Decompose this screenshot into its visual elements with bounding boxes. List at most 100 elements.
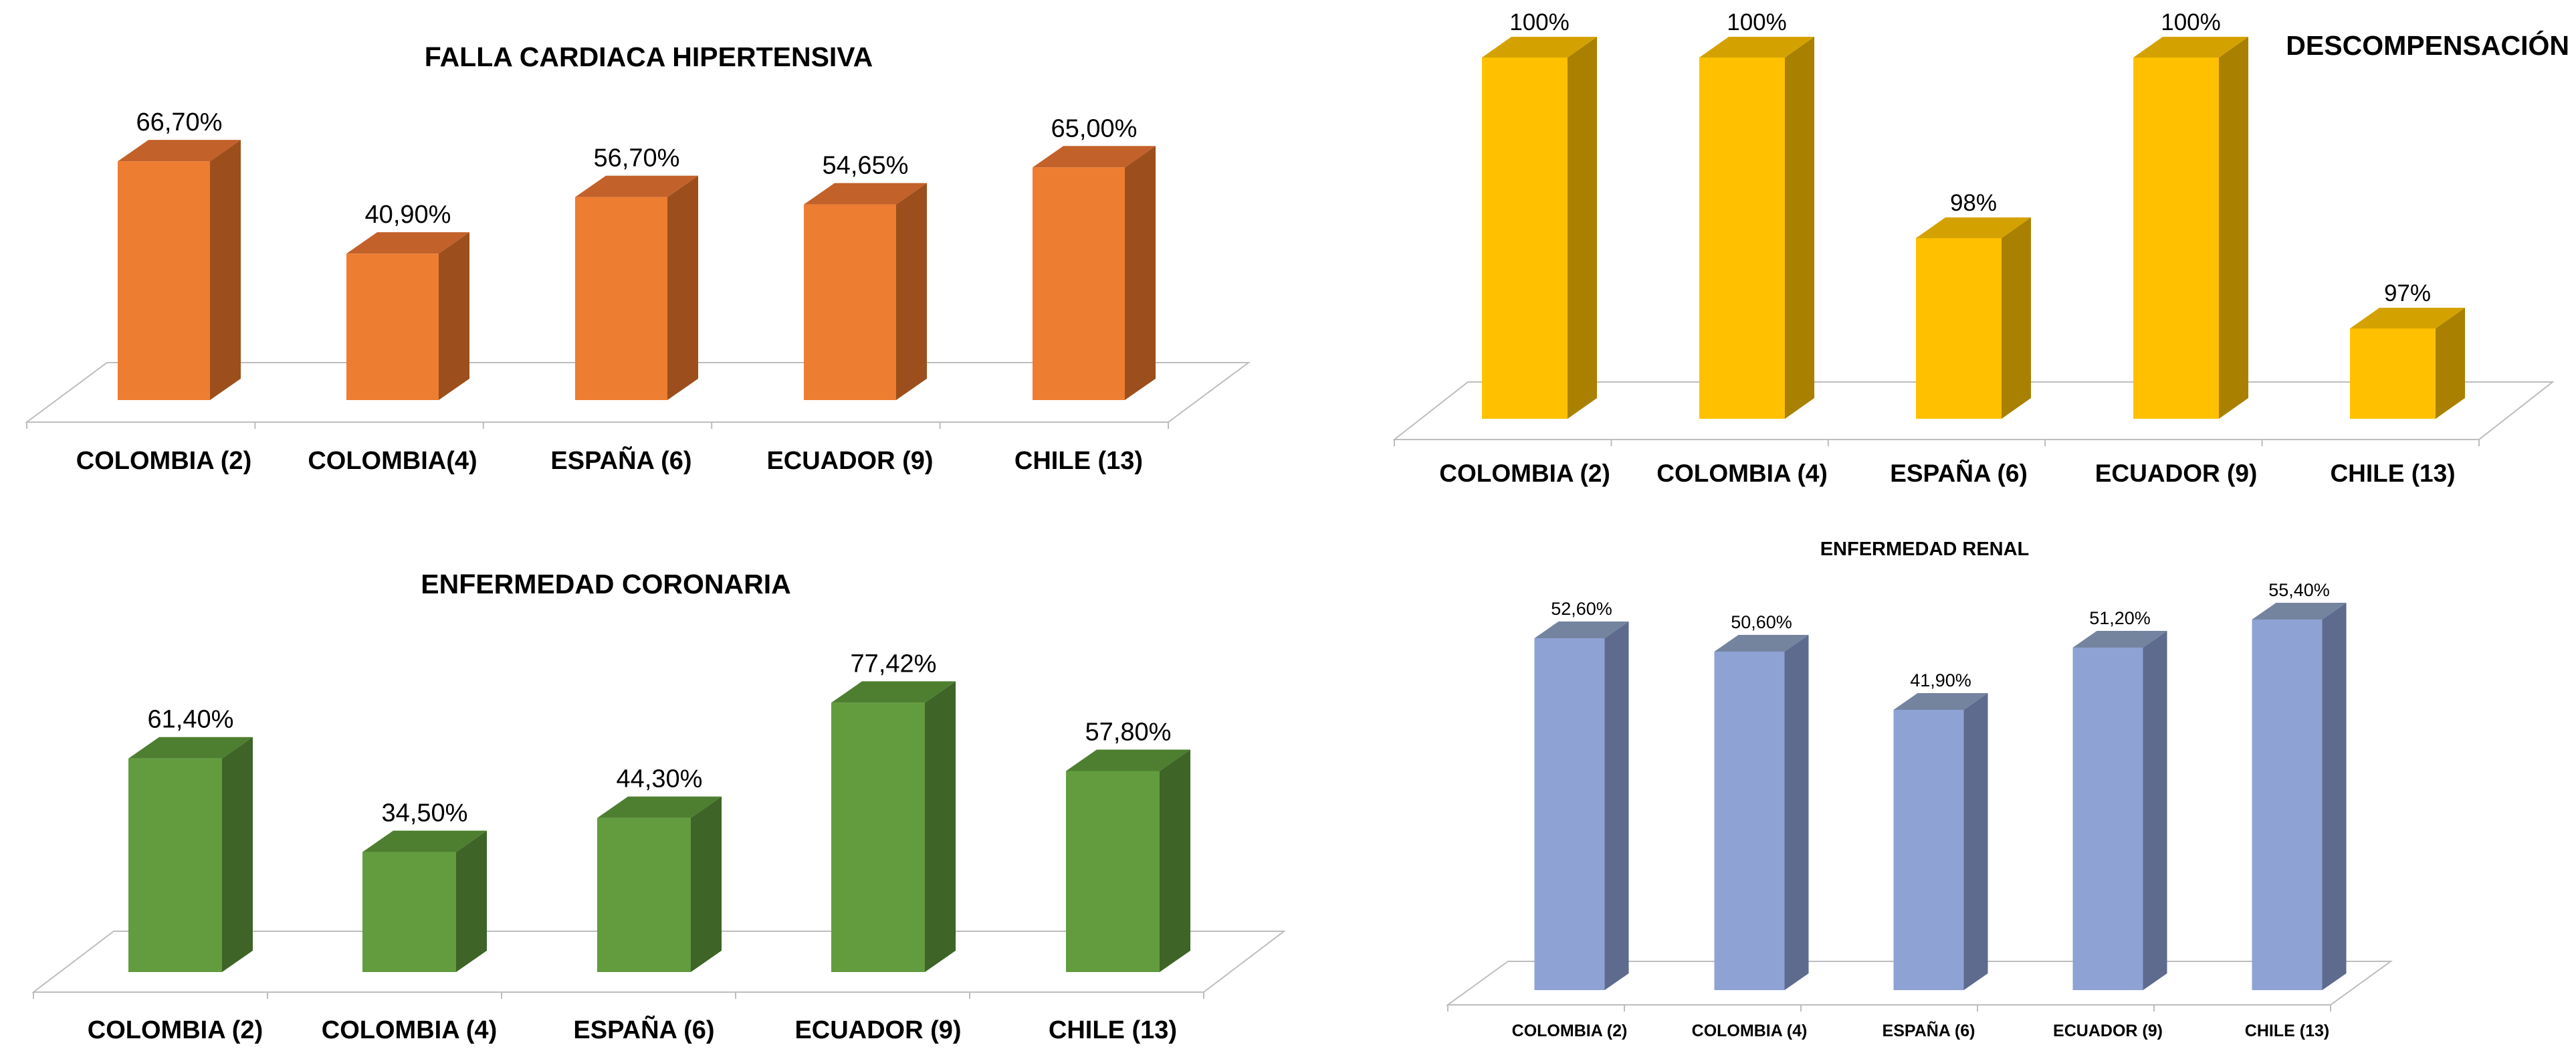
bar-top xyxy=(362,830,487,852)
bar-side xyxy=(1785,37,1814,419)
bar-front xyxy=(597,818,691,972)
data-label: 100% xyxy=(1727,9,1787,35)
data-label: 97% xyxy=(2384,280,2431,306)
bar-front xyxy=(1699,58,1785,419)
bar-top xyxy=(118,140,241,162)
bar-top xyxy=(1066,749,1190,771)
bar xyxy=(2252,603,2347,990)
chart-title: DESCOMPENSACIÓN xyxy=(2286,30,2569,61)
data-label: 55,40% xyxy=(2268,580,2330,600)
data-label: 100% xyxy=(1509,9,1570,35)
bar-front xyxy=(2133,58,2219,419)
bar xyxy=(597,796,722,972)
chart-title: ENFERMEDAD RENAL xyxy=(1820,539,2030,560)
bar-side xyxy=(691,796,722,972)
bar-top xyxy=(1893,693,1988,710)
bar xyxy=(1534,622,1629,990)
bar-front xyxy=(2072,648,2143,990)
bar-front xyxy=(1534,638,1605,990)
bar-front xyxy=(128,758,222,972)
bar-top xyxy=(1699,37,1814,58)
bar-top xyxy=(804,183,927,205)
chart-title: ENFERMEDAD CORONARIA xyxy=(421,569,791,599)
data-label: 66,70% xyxy=(136,108,223,136)
category-label: ESPAÑA (6) xyxy=(1883,1020,1975,1040)
bar-side xyxy=(222,737,253,972)
bar-side xyxy=(1125,146,1156,400)
data-label: 41,90% xyxy=(1910,670,1971,690)
bar-side xyxy=(439,232,469,400)
bar-front xyxy=(1066,771,1160,972)
bar xyxy=(118,140,241,400)
bar-front xyxy=(362,852,456,972)
chart-falla-cardiaca: FALLA CARDIACA HIPERTENSIVA 66,70% COLOMB… xyxy=(24,41,1251,475)
bar-top xyxy=(128,737,253,759)
bar xyxy=(2350,308,2465,419)
bar-top xyxy=(2072,631,2167,648)
data-label: 77,42% xyxy=(851,650,937,678)
bar xyxy=(362,830,487,972)
bar-top xyxy=(1916,217,2031,238)
bar-top xyxy=(1033,146,1156,168)
bar-front xyxy=(346,254,439,400)
category-label: COLOMBIA (2) xyxy=(1439,460,1610,487)
bar-front xyxy=(831,702,925,972)
chart-enfermedad-renal: ENFERMEDAD RENAL 52,60% COLOMBIA (2) 50,60… xyxy=(1445,539,2393,1040)
bar-side xyxy=(2322,603,2347,990)
bar-side xyxy=(896,183,927,400)
category-label: COLOMBIA (2) xyxy=(76,447,251,475)
category-label: ECUADOR (9) xyxy=(794,1016,961,1044)
bar-side xyxy=(1160,749,1190,972)
bar-front xyxy=(118,161,210,400)
data-label: 100% xyxy=(2161,9,2221,35)
bar xyxy=(128,737,253,972)
data-label: 54,65% xyxy=(823,152,909,180)
bar-front xyxy=(804,204,896,400)
bar-side xyxy=(456,830,487,972)
category-label: CHILE (13) xyxy=(1049,1016,1177,1044)
bar-front xyxy=(2252,619,2323,990)
category-label: COLOMBIA (4) xyxy=(322,1016,497,1044)
data-label: 52,60% xyxy=(1551,599,1612,619)
bar xyxy=(1482,37,1597,419)
category-label: ESPAÑA (6) xyxy=(1890,459,2028,487)
data-label: 61,40% xyxy=(148,706,234,734)
bar-side xyxy=(925,681,956,972)
category-label: ECUADOR (9) xyxy=(766,447,933,475)
bar-top xyxy=(1714,635,1809,652)
bar-front xyxy=(1714,652,1785,990)
bar xyxy=(1893,693,1988,990)
data-label: 50,60% xyxy=(1731,612,1792,632)
bar-side xyxy=(2219,37,2248,419)
category-label: CHILE (13) xyxy=(2330,460,2455,487)
bar-top xyxy=(2350,308,2465,328)
bar xyxy=(575,175,698,400)
bar xyxy=(1699,37,1814,419)
category-label: COLOMBIA (2) xyxy=(88,1016,263,1044)
bar-side xyxy=(1604,622,1629,990)
bar-top xyxy=(597,796,722,818)
bar xyxy=(1066,749,1190,972)
bar xyxy=(1916,217,2031,419)
bar-front xyxy=(2350,328,2436,419)
data-label: 56,70% xyxy=(594,145,680,173)
bar xyxy=(831,681,956,972)
bar-side xyxy=(210,140,241,400)
bar-side xyxy=(2436,308,2465,419)
chart-descompensacion: DESCOMPENSACIÓN 100% COLOMBIA (2) 100% COLO… xyxy=(1392,9,2569,487)
bar-side xyxy=(2002,217,2031,419)
data-label: 65,00% xyxy=(1051,114,1138,142)
bar xyxy=(1714,635,1809,990)
category-label: ECUADOR (9) xyxy=(2053,1022,2163,1040)
category-label: ESPAÑA (6) xyxy=(550,446,691,475)
bar-front xyxy=(1893,710,1964,990)
bar-side xyxy=(1963,693,1988,990)
category-label: COLOMBIA(4) xyxy=(308,447,477,475)
bar-top xyxy=(831,681,956,703)
bar-front xyxy=(1033,167,1125,400)
bar-top xyxy=(1482,37,1597,58)
bar xyxy=(2133,37,2248,419)
data-label: 44,30% xyxy=(617,765,703,793)
chart-title: FALLA CARDIACA HIPERTENSIVA xyxy=(425,41,873,72)
